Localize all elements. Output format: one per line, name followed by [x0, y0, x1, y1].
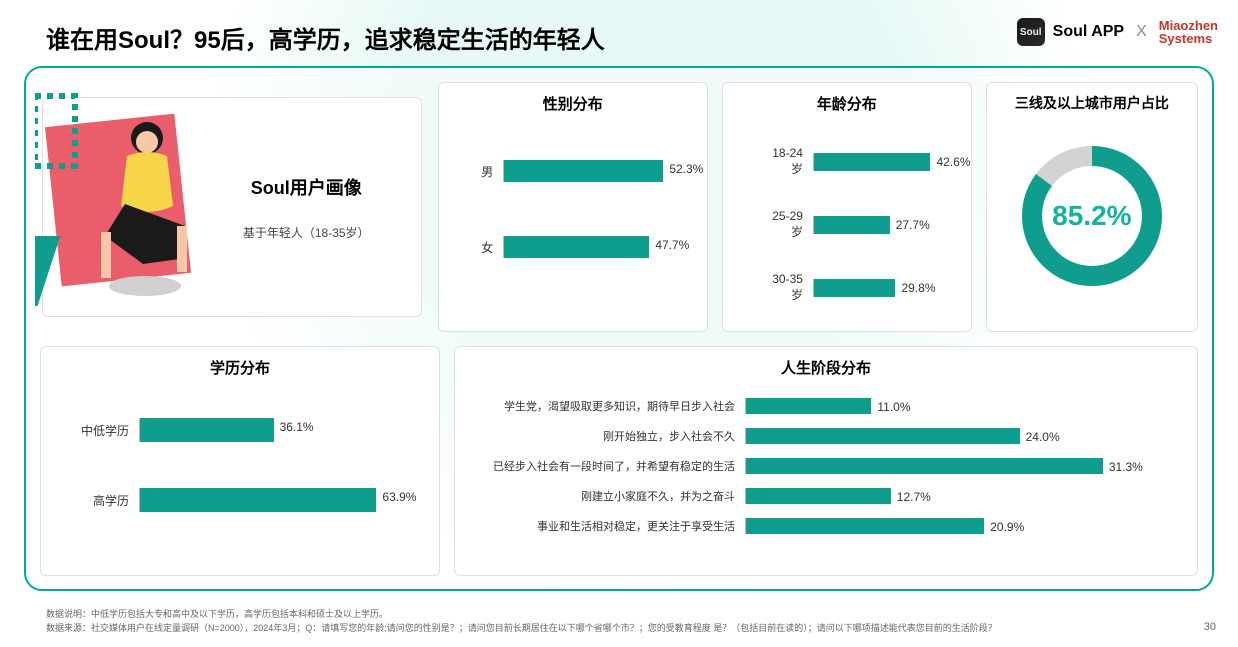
hbar-row: 高学历63.9% [79, 488, 419, 512]
profile-heading: Soul用户画像 [243, 174, 370, 200]
donut-value: 85.2% [1052, 200, 1131, 232]
hbar-label: 高学历 [79, 492, 139, 509]
hbar-track: 11.0% [745, 398, 1145, 414]
hbar-label: 刚建立小家庭不久，并为之奋斗 [475, 488, 745, 504]
hbar-fill [504, 236, 649, 258]
hbar-fill [746, 488, 891, 504]
hbar-track: 52.3% [503, 160, 687, 182]
hbar-row: 女 47.7% [477, 236, 687, 258]
hbar-value: 20.9% [990, 520, 1024, 534]
hbar-fill [140, 418, 274, 442]
hbar-label: 30-35岁 [761, 272, 813, 303]
hbar-label: 中低学历 [79, 422, 139, 439]
hbar-track: 42.6% [813, 153, 951, 171]
hbar-value: 47.7% [655, 238, 689, 252]
hbar-track: 47.7% [503, 236, 687, 258]
gender-chart-card: 性别分布 男52.3%女47.7% [438, 82, 708, 332]
hbar-label: 18-24岁 [761, 146, 813, 177]
hbar-track: 24.0% [745, 428, 1145, 444]
content-frame: Soul用户画像 基于年轻人（18-35岁） 性别分布 男52.3%女47.7%… [24, 66, 1214, 591]
hbar-label: 25-29岁 [761, 209, 813, 240]
hbar-label: 事业和生活相对稳定，更关注于享受生活 [475, 518, 745, 534]
footnote-line: 数据来源：社交媒体用户在线定量调研（N=2000），2024年3月；Q：请填写您… [46, 622, 997, 636]
brand-x: X [1136, 23, 1147, 41]
hbar-label: 已经步入社会有一段时间了，并希望有稳定的生活 [475, 458, 745, 474]
hbar-label: 刚开始独立，步入社会不久 [475, 428, 745, 444]
chart-title: 三线及以上城市用户占比 [1001, 93, 1183, 113]
hbar-fill [140, 488, 376, 512]
hbar-track: 63.9% [139, 488, 399, 512]
hbar-track: 36.1% [139, 418, 399, 442]
city-donut-card: 三线及以上城市用户占比 85.2% [986, 82, 1198, 332]
hbar-track: 31.3% [745, 458, 1145, 474]
brand-miaozhen: MiaozhenSystems [1159, 19, 1218, 45]
footnote-line: 数据说明：中低学历包括大专和高中及以下学历，高学历包括本科和硕士及以上学历。 [46, 608, 997, 622]
hbar-fill [814, 153, 931, 171]
hbar-row: 事业和生活相对稳定，更关注于享受生活 20.9% [475, 518, 1177, 534]
chart-title: 人生阶段分布 [469, 357, 1183, 378]
profile-card: Soul用户画像 基于年轻人（18-35岁） [40, 82, 424, 332]
hbar-value: 24.0% [1026, 430, 1060, 444]
hbar-value: 36.1% [280, 420, 314, 434]
hbar-value: 52.3% [669, 162, 703, 176]
edu-chart: 中低学历36.1%高学历63.9% [55, 396, 425, 518]
hbar-row: 30-35岁 29.8% [761, 272, 951, 303]
page-title: 谁在用Soul？95后，高学历，追求稳定生活的年轻人 [46, 20, 605, 55]
hbar-fill [746, 518, 984, 534]
hbar-value: 63.9% [382, 490, 416, 504]
hbar-fill [746, 428, 1020, 444]
hbar-track: 27.7% [813, 216, 951, 234]
hbar-row: 刚开始独立，步入社会不久 24.0% [475, 428, 1177, 444]
hbar-fill [746, 458, 1103, 474]
hbar-value: 42.6% [936, 155, 970, 169]
hbar-value: 27.7% [896, 218, 930, 232]
hbar-track: 29.8% [813, 279, 951, 297]
hbar-fill [746, 398, 871, 414]
chart-title: 年龄分布 [737, 93, 957, 114]
page-number: 30 [1204, 621, 1216, 633]
hbar-fill [504, 160, 663, 182]
hbar-fill [814, 216, 890, 234]
life-chart: 学生党，渴望吸取更多知识，期待早日步入社会 11.0% 刚开始独立，步入社会不久 24… [469, 396, 1183, 540]
hbar-row: 已经步入社会有一段时间了，并希望有稳定的生活 31.3% [475, 458, 1177, 474]
life-chart-card: 人生阶段分布 学生党，渴望吸取更多知识，期待早日步入社会 11.0% 刚开始独立，步… [454, 346, 1198, 576]
hbar-row: 25-29岁 27.7% [761, 209, 951, 240]
hbar-row: 学生党，渴望吸取更多知识，期待早日步入社会 11.0% [475, 398, 1177, 414]
soul-icon: Soul [1017, 18, 1045, 46]
profile-subtitle: 基于年轻人（18-35岁） [243, 224, 370, 241]
hbar-value: 11.0% [877, 400, 910, 414]
age-chart: 18-24岁42.6% 25-29岁 27.7% 30-35岁 29.8% [737, 132, 957, 309]
hbar-row: 刚建立小家庭不久，并为之奋斗 12.7% [475, 488, 1177, 504]
brand-block: Soul Soul APP X MiaozhenSystems [1017, 18, 1218, 46]
hbar-row: 男52.3% [477, 160, 687, 182]
hbar-value: 31.3% [1109, 460, 1143, 474]
hbar-row: 中低学历 36.1% [79, 418, 419, 442]
profile-illustration [35, 86, 235, 326]
hbar-label: 男 [477, 163, 504, 180]
hbar-value: 12.7% [897, 490, 931, 504]
footnotes: 数据说明：中低学历包括大专和高中及以下学历，高学历包括本科和硕士及以上学历。 数… [46, 608, 997, 635]
edu-chart-card: 学历分布 中低学历36.1%高学历63.9% [40, 346, 440, 576]
hbar-label: 学生党，渴望吸取更多知识，期待早日步入社会 [475, 398, 745, 414]
chart-title: 性别分布 [453, 93, 693, 114]
gender-chart: 男52.3% 女 47.7% [453, 132, 693, 264]
hbar-fill [814, 279, 896, 297]
chart-title: 学历分布 [55, 357, 425, 378]
hbar-label: 女 [477, 239, 504, 256]
brand-soul: Soul APP [1053, 23, 1124, 41]
hbar-row: 18-24岁42.6% [761, 146, 951, 177]
age-chart-card: 年龄分布 18-24岁42.6%25-29岁27.7%30-35岁29.8% [722, 82, 972, 332]
hbar-track: 12.7% [745, 488, 1145, 504]
hbar-value: 29.8% [901, 281, 935, 295]
hbar-track: 20.9% [745, 518, 1145, 534]
